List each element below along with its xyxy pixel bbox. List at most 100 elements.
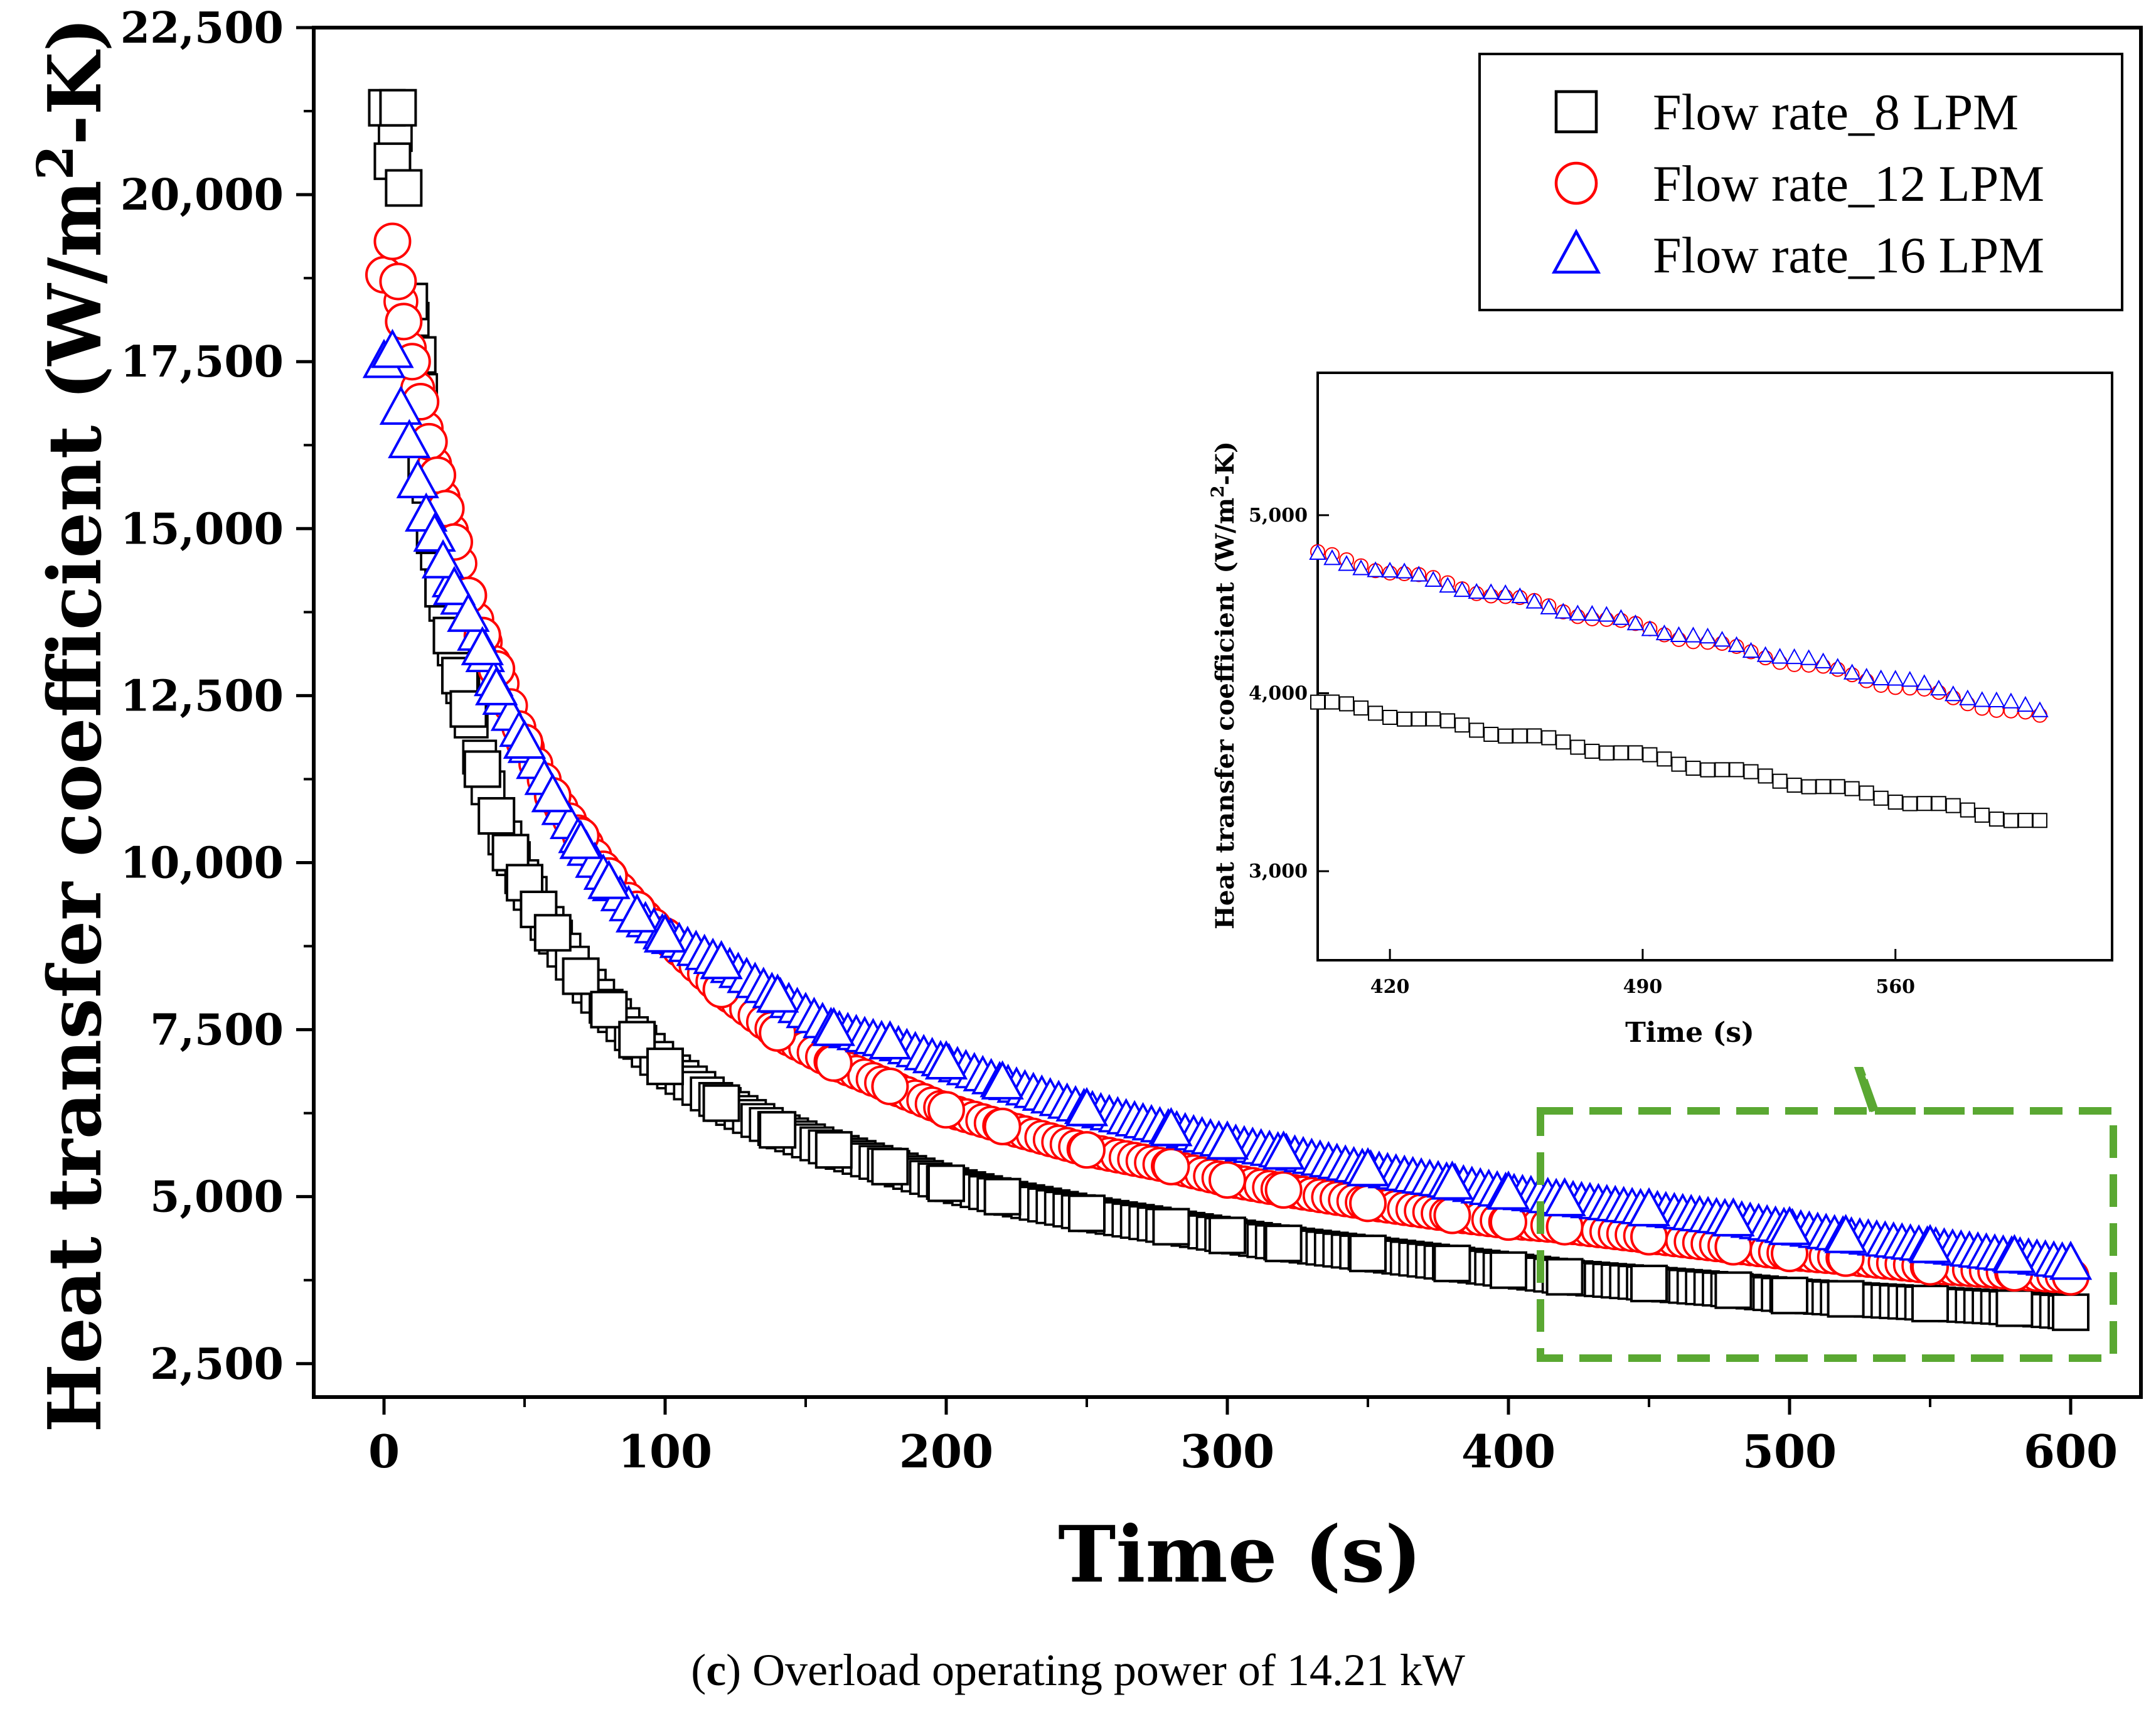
inset-y-axis-title-end: -K) (1210, 441, 1240, 485)
inset-y-tick-label: 3,000 (1249, 860, 1308, 882)
inset-data-point (1570, 739, 1586, 755)
inset-data-point (2017, 813, 2033, 828)
inset-data-point (1426, 711, 1441, 727)
x-tick-label: 100 (618, 1425, 712, 1478)
data-point (1824, 1214, 1867, 1253)
inset-data-point (1527, 728, 1542, 744)
data-point (927, 1091, 965, 1129)
inset-data-point (1323, 549, 1341, 565)
inset-data-point (1785, 648, 1803, 665)
y-tick-label: 7,500 (150, 1005, 284, 1056)
legend-label: Flow rate_16 LPM (1653, 227, 2044, 284)
inset-data-point (1959, 689, 1977, 705)
data-point (2052, 1293, 2089, 1331)
inset-x-tick-label: 490 (1623, 976, 1663, 998)
inset-data-point (1613, 745, 1629, 761)
inset-data-point (1339, 696, 1355, 712)
data-point (379, 88, 417, 127)
inset-data-point (1915, 674, 1933, 690)
inset-data-point (1382, 710, 1398, 726)
data-point (924, 1040, 968, 1079)
data-point (983, 1177, 1022, 1216)
inset-data-point (1440, 713, 1456, 729)
inset-data-point (1873, 790, 1889, 806)
data-point (1150, 1106, 1193, 1147)
data-point (868, 1020, 912, 1060)
data-point (1995, 1289, 2034, 1327)
inset-data-point (1424, 570, 1442, 587)
data-point (379, 385, 423, 425)
inset-data-point (1381, 561, 1399, 578)
data-point (1993, 1234, 2036, 1273)
inset-data-point (1772, 773, 1788, 789)
inset-y-axis-title-superscript: 2 (1207, 485, 1228, 497)
inset-data-point (1756, 646, 1774, 662)
y-axis-title: Heat transfer coefficient (W/m2-K) (26, 18, 118, 1433)
data-point (1065, 1086, 1109, 1127)
data-point (1068, 1131, 1106, 1169)
x-tick-label: 300 (1180, 1425, 1274, 1478)
inset-data-point (1352, 559, 1370, 576)
legend-label: Flow rate_8 LPM (1653, 83, 2019, 141)
data-point (871, 1147, 909, 1186)
data-point (1431, 1160, 1474, 1200)
inset-y-axis-title: Heat transfer coefficient (W/m2-K) (1207, 441, 1240, 929)
inset-data-point (1512, 728, 1528, 744)
inset-data-point (1396, 562, 1413, 579)
inset-data-point (1974, 807, 1990, 823)
inset-data-point (1800, 649, 1818, 665)
y-axis-title-superscript: 2 (26, 145, 85, 180)
inset-data-point (1931, 796, 1946, 811)
inset-y-tick-label: 4,000 (1249, 683, 1308, 705)
inset-data-point (1743, 764, 1759, 779)
inset-series-16-lpm (1309, 544, 2049, 717)
inset-data-point (1540, 598, 1558, 614)
inset-data-point (1857, 668, 1876, 684)
inset-data-point (1556, 734, 1571, 750)
data-point (1712, 1197, 1755, 1237)
legend-label: Flow rate_12 LPM (1653, 155, 2044, 212)
zoom-region-box (1537, 1107, 2117, 1362)
data-point (385, 169, 423, 207)
data-point (385, 303, 423, 341)
inset-data-point (1599, 745, 1614, 761)
data-point (1209, 1161, 1246, 1199)
inset-data-point (1929, 679, 1948, 696)
inset-data-point (2032, 813, 2047, 828)
inset-data-point (1497, 584, 1515, 601)
data-point (461, 626, 504, 666)
data-point (1911, 1284, 1949, 1322)
inset-data-point (1655, 624, 1673, 641)
inset-data-point (1670, 626, 1688, 643)
data-point (1908, 1224, 1952, 1263)
data-point (1490, 1251, 1527, 1289)
inset-data-point (1886, 670, 1904, 686)
data-point (373, 222, 412, 260)
inset-data-point (1758, 768, 1773, 784)
inset-data-point (1482, 583, 1500, 599)
x-tick-label: 600 (2024, 1425, 2118, 1478)
data-point (700, 940, 743, 980)
y-axis-title-end: -K) (33, 18, 118, 146)
y-tick-label: 5,000 (150, 1172, 284, 1223)
data-point (432, 565, 476, 606)
data-point (814, 1131, 853, 1169)
data-point (1264, 1171, 1303, 1209)
data-point (562, 957, 600, 995)
data-point (1152, 1208, 1190, 1246)
inset-data-point (1828, 658, 1847, 674)
data-point (1771, 1277, 1808, 1315)
inset-x-tick-label: 420 (1370, 976, 1410, 998)
inset-backdrop (1192, 370, 2121, 1067)
legend-marker (1551, 228, 1601, 274)
data-point (1209, 1216, 1246, 1255)
data-point (1630, 1265, 1668, 1303)
data-point (616, 893, 659, 933)
inset-data-point (1541, 730, 1557, 746)
data-point (1349, 1184, 1387, 1223)
inset-data-point (1411, 711, 1427, 727)
data-point (1349, 1235, 1387, 1273)
inset-data-point (1525, 592, 1544, 609)
data-point (379, 262, 417, 301)
